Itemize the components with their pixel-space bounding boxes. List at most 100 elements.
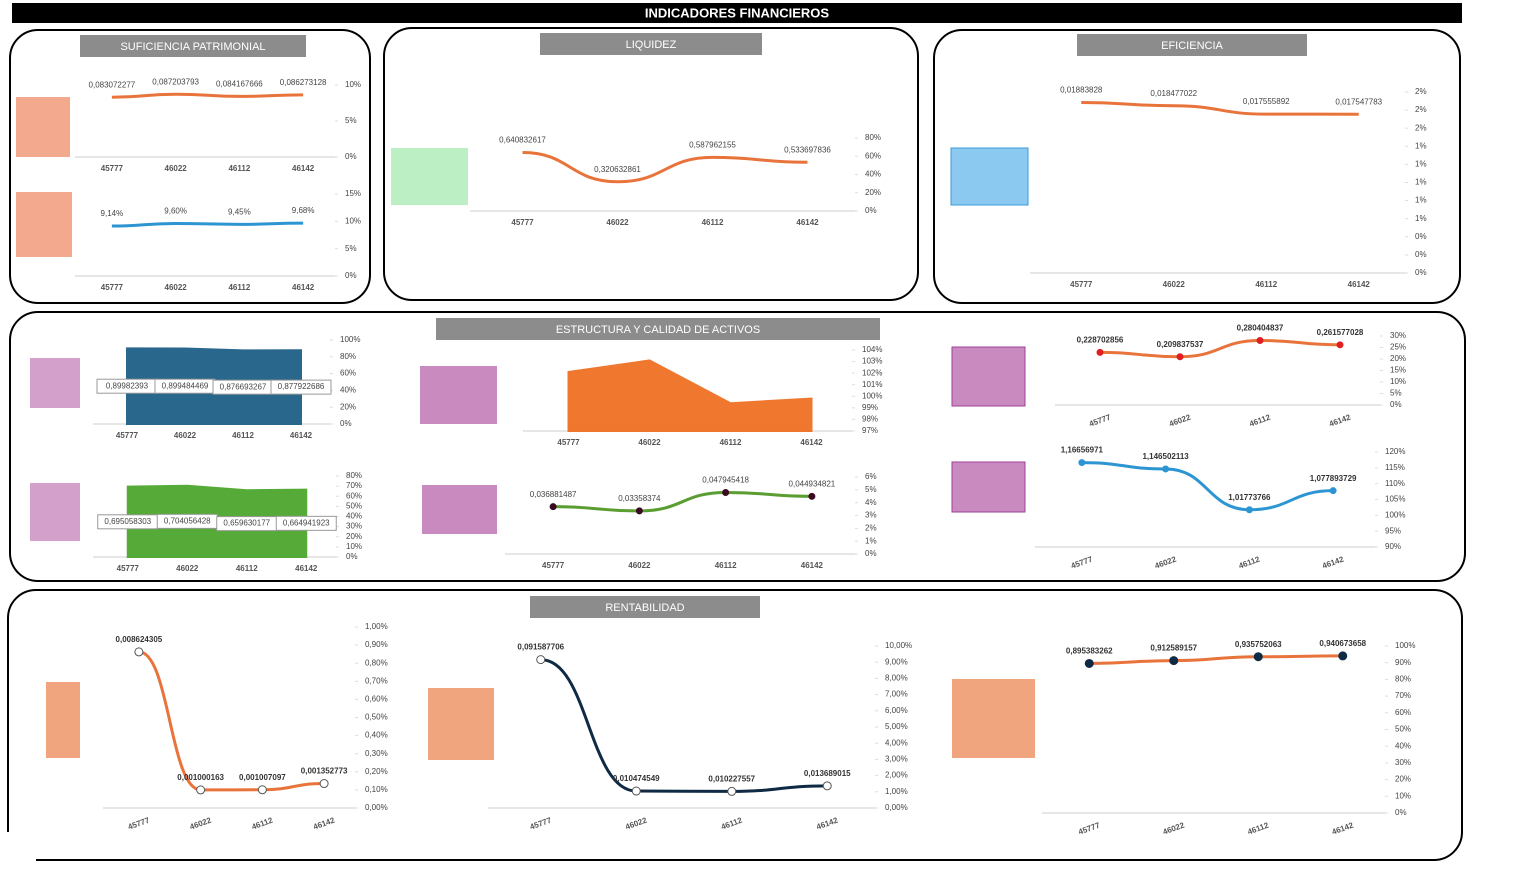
x-tick-label: 46022 <box>624 815 649 831</box>
data-label: 0,001007097 <box>239 773 286 782</box>
x-tick-label: 46112 <box>1248 412 1272 428</box>
marker <box>808 492 816 500</box>
panel <box>7 589 1463 861</box>
data-label: 0,044934821 <box>789 479 836 488</box>
y-tick-label: 8,00% <box>885 674 908 683</box>
marker <box>1096 348 1104 356</box>
data-label: 1,16656971 <box>1061 446 1104 455</box>
data-label: 0,899484469 <box>162 381 209 390</box>
x-tick-label: 46112 <box>715 561 737 570</box>
y-tick-label: 0,10% <box>365 785 388 794</box>
data-label: 9,14% <box>101 209 124 218</box>
x-tick-label: 46022 <box>1153 554 1178 570</box>
x-tick-label: 46142 <box>801 561 824 570</box>
x-tick-label: 46112 <box>228 164 250 173</box>
y-tick-label: 70% <box>346 481 362 490</box>
data-label: 0,087203793 <box>152 77 199 86</box>
icon-box <box>30 358 80 408</box>
x-tick-label: 46022 <box>1163 280 1186 289</box>
y-tick-label: 103% <box>862 357 882 366</box>
data-label: 0,001000163 <box>177 773 224 782</box>
marker <box>257 785 267 795</box>
data-label: 0,03358374 <box>618 494 661 503</box>
data-label: 0,017555892 <box>1243 97 1290 106</box>
y-tick-label: 6% <box>865 472 877 481</box>
icon-box <box>420 366 497 424</box>
y-tick-label: 60% <box>1395 708 1411 717</box>
y-tick-label: 110% <box>1385 479 1405 488</box>
y-tick-label: 102% <box>862 368 882 377</box>
y-tick-label: 104% <box>862 345 882 354</box>
y-tick-label: 0% <box>345 152 357 161</box>
y-tick-label: 0% <box>1395 808 1407 817</box>
y-tick-label: 0,30% <box>365 749 388 758</box>
line <box>553 490 812 513</box>
y-tick-label: 50% <box>346 501 362 510</box>
y-tick-label: 60% <box>865 151 881 160</box>
x-tick-label: 46022 <box>638 438 661 447</box>
icons <box>16 97 1035 760</box>
marker <box>722 488 730 496</box>
data-label: 0,695058303 <box>104 517 151 526</box>
y-tick-label: 0% <box>346 552 358 561</box>
x-tick-label: 46022 <box>165 164 188 173</box>
data-label: 0,912589157 <box>1150 644 1197 653</box>
marker <box>1169 656 1179 666</box>
y-tick-label: 100% <box>862 391 882 400</box>
x-tick-label: 45777 <box>1070 280 1093 289</box>
x-tick-label: 46022 <box>188 815 213 831</box>
y-tick-label: 60% <box>340 369 356 378</box>
y-tick-label: 0% <box>1415 268 1427 277</box>
y-tick-label: 90% <box>1395 658 1411 667</box>
icon-box <box>422 485 497 534</box>
section-title: LIQUIDEZ <box>626 39 677 51</box>
data-label: 0,086273128 <box>280 78 327 87</box>
y-tick-label: 0% <box>865 549 877 558</box>
icon-box <box>30 483 80 541</box>
y-tick-label: 20% <box>1390 354 1406 363</box>
y-tick-label: 0,00% <box>365 803 388 812</box>
marker <box>1329 487 1337 495</box>
data-label: 9,60% <box>164 207 187 216</box>
x-tick-label: 46112 <box>232 431 254 440</box>
x-tick-label: 45777 <box>116 431 139 440</box>
y-tick-label: 20% <box>865 188 881 197</box>
y-tick-label: 6,00% <box>885 706 908 715</box>
line <box>522 151 808 184</box>
data-label: 0,228702856 <box>1077 336 1124 345</box>
marker <box>1253 652 1263 662</box>
section-box <box>436 318 880 340</box>
section-title: SUFICIENCIA PATRIMONIAL <box>120 41 265 53</box>
x-tick-label: 46022 <box>174 431 197 440</box>
data-label: 0,010227557 <box>708 775 755 784</box>
marker <box>1176 353 1184 361</box>
data-label: 0,587962155 <box>689 140 736 149</box>
data-label: 0,659630177 <box>223 519 270 528</box>
marker <box>134 647 144 657</box>
x-tick-label: 46112 <box>250 815 274 831</box>
x-tick-label: 46022 <box>165 283 188 292</box>
label-box <box>270 379 332 395</box>
y-tick-label: 10% <box>346 542 362 551</box>
data-label: 0,01883828 <box>1060 86 1103 95</box>
y-tick-label: 10% <box>345 80 361 89</box>
line <box>111 221 304 228</box>
y-tick-label: 20% <box>346 532 362 541</box>
y-tick-label: 2% <box>865 523 877 532</box>
y-tick-label: 10% <box>1395 791 1411 800</box>
panels <box>7 27 1466 861</box>
x-tick-label: 46112 <box>228 283 250 292</box>
data-label: 9,68% <box>292 206 315 215</box>
y-tick-label: 1% <box>865 536 877 545</box>
header-bar <box>12 3 1462 23</box>
x-tick-label: 46022 <box>1162 820 1187 836</box>
y-tick-label: 98% <box>862 415 878 424</box>
y-tick-label: 40% <box>865 170 881 179</box>
panel <box>933 29 1461 304</box>
marker <box>319 779 329 789</box>
y-tick-label: 2,00% <box>885 771 908 780</box>
x-tick-label: 46142 <box>295 564 318 573</box>
data-label: 0,940673658 <box>1319 639 1366 648</box>
x-tick-label: 45777 <box>529 815 554 831</box>
